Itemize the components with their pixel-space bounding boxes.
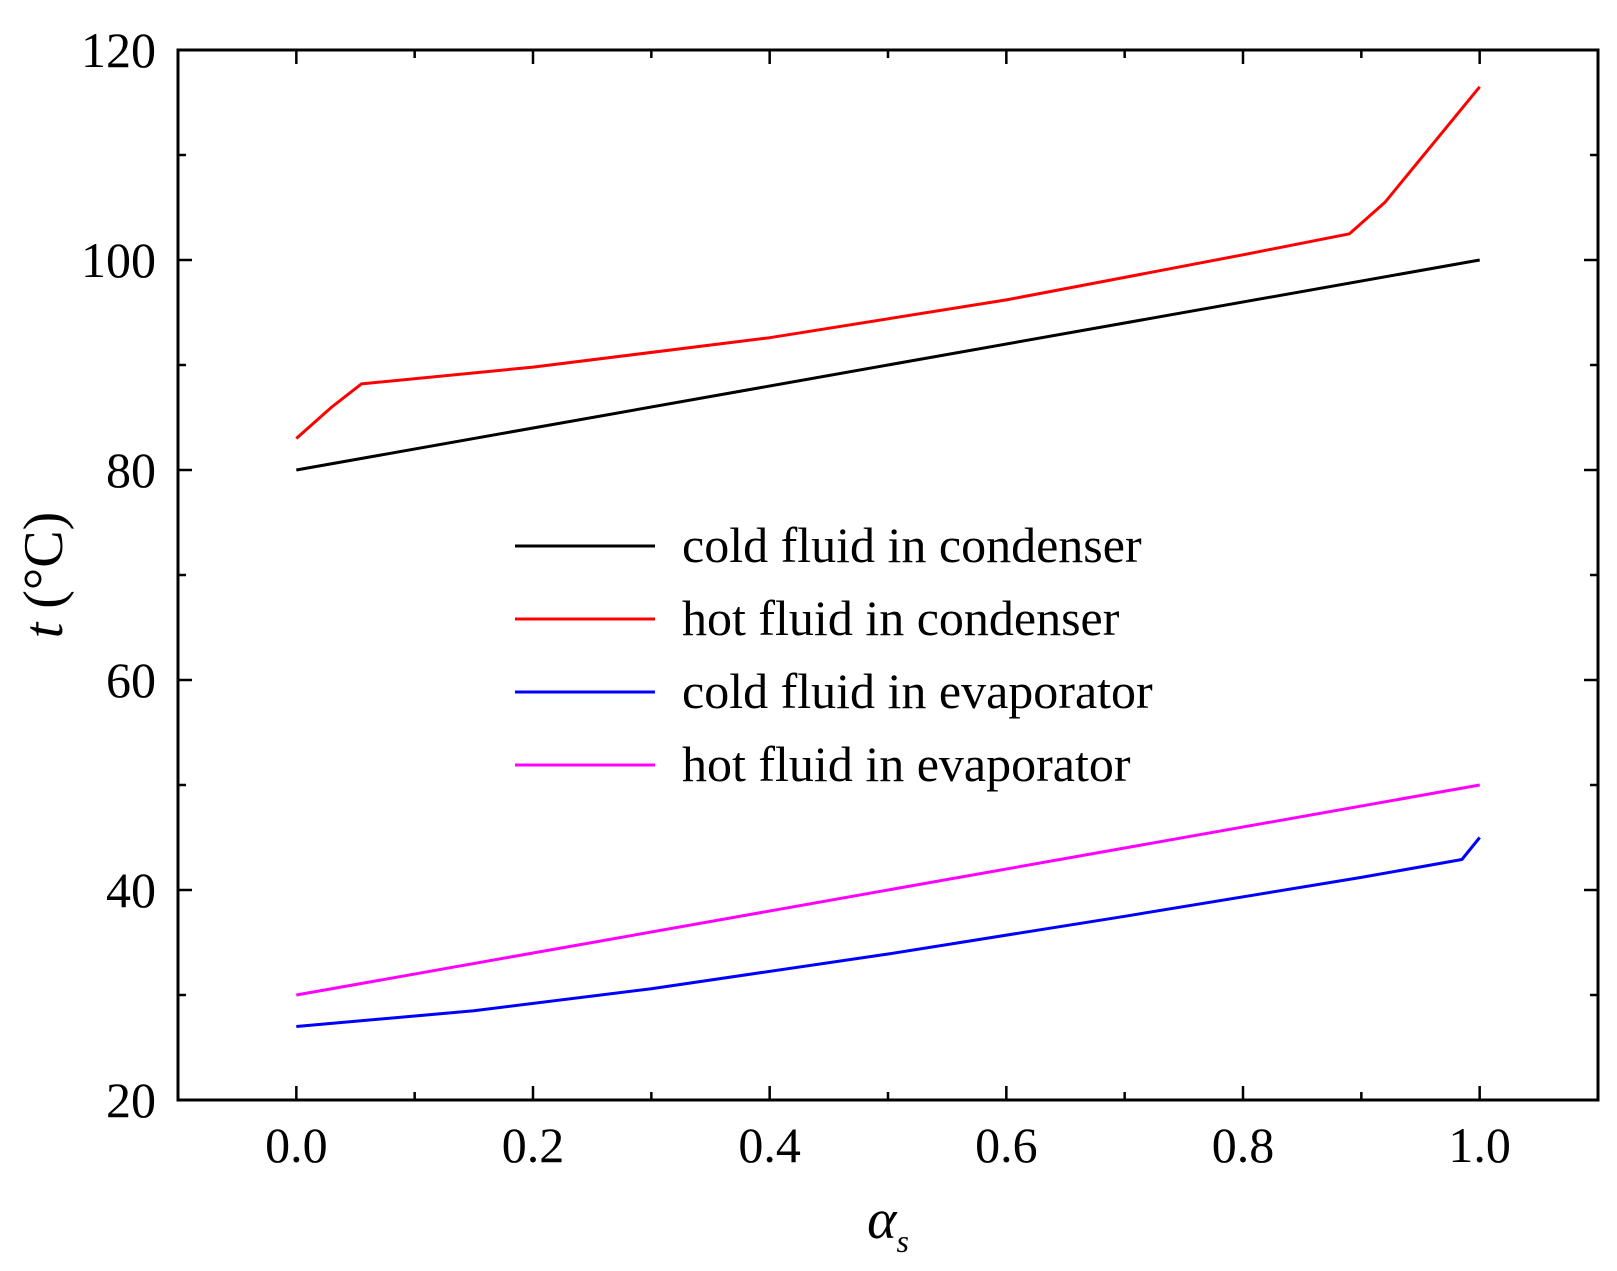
series-layer [295,85,1481,1028]
series-line-3 [296,836,1481,1028]
legend-label: hot fluid in evaporator [682,736,1131,792]
legend: cold fluid in condenser hot fluid in cond… [515,517,1153,792]
y-tick-label: 40 [106,862,156,918]
y-axis-title: t (°C) [13,512,75,639]
ticks-layer [178,48,1598,1102]
y-tick-label: 80 [106,442,156,498]
series-line-2 [295,85,1481,440]
x-tick-label: 0.2 [502,1117,565,1173]
y-tick-label: 60 [106,652,156,708]
plot-frame [176,48,1600,1102]
y-axis-symbol: t [13,621,75,638]
legend-label: hot fluid in condenser [682,590,1120,646]
x-tick-label: 1.0 [1448,1117,1511,1173]
series-line-1 [296,258,1480,472]
x-axis-subscript: s [896,1223,908,1259]
x-tick-label: 0.8 [1212,1117,1275,1173]
legend-label: cold fluid in evaporator [682,663,1153,719]
y-tick-label: 20 [106,1072,156,1128]
y-tick-label: 100 [81,232,156,288]
y-axis-unit: (°C) [13,512,75,623]
x-axis-title: αs [867,1189,909,1259]
series-line-4 [296,783,1480,997]
x-tick-label: 0.6 [975,1117,1038,1173]
x-tick-label: 0.4 [738,1117,801,1173]
x-axis-symbol: α [867,1189,898,1251]
tick-labels-layer: 0.0 0.2 0.4 0.6 0.8 1.0 20 40 60 80 100 120 [81,22,1511,1173]
legend-label: cold fluid in condenser [682,517,1142,573]
x-tick-label: 0.0 [265,1117,328,1173]
y-tick-label: 120 [81,22,156,78]
